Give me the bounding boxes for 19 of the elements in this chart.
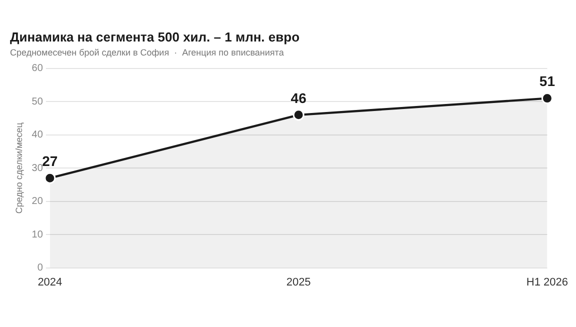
point: [44, 172, 56, 184]
x-tick-label: 2025: [286, 276, 311, 288]
y-tick-label: 0: [37, 262, 44, 274]
chart-subtitle: Средномесечен брой сделки в София · Агенция по вписванията: [10, 47, 284, 58]
data-label: 27: [42, 152, 58, 169]
data-label: 51: [539, 73, 556, 90]
x-tick-label: H1 2026: [526, 276, 568, 288]
y-axis-title: Средно сделки/месец: [14, 122, 24, 214]
y-tick-label: 60: [32, 63, 44, 74]
y-tick-label: 50: [32, 96, 44, 108]
data-label: 46: [290, 90, 307, 106]
y-tick-label: 10: [32, 229, 44, 240]
y-tick-label: 30: [32, 162, 44, 174]
x-tick-label: 2024: [38, 276, 62, 288]
y-tick-label: 40: [32, 130, 44, 141]
point: [292, 109, 304, 121]
y-tick-label: 20: [32, 196, 44, 208]
chart-title: Динамика на сегмента 500 хил. – 1 млн. евро: [10, 29, 300, 44]
point: [541, 92, 553, 104]
